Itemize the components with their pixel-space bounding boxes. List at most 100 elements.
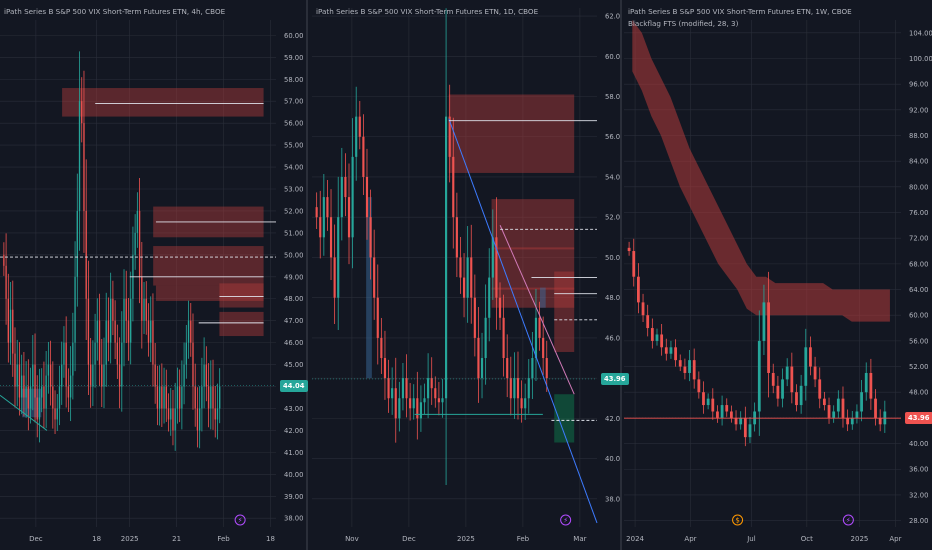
candle-body[interactable] xyxy=(678,360,682,367)
candle-body[interactable] xyxy=(89,364,92,387)
candle-body[interactable] xyxy=(874,398,877,418)
candle-body[interactable] xyxy=(61,364,63,387)
candle-body[interactable] xyxy=(776,385,780,399)
candle-body[interactable] xyxy=(711,398,715,412)
candle-body[interactable] xyxy=(430,378,433,389)
candle-body[interactable] xyxy=(646,315,650,329)
candle-body[interactable] xyxy=(130,298,132,343)
candle-body[interactable] xyxy=(387,378,390,399)
candle-body[interactable] xyxy=(534,317,538,359)
candle-body[interactable] xyxy=(333,257,336,298)
candle-body[interactable] xyxy=(531,358,534,379)
candle-body[interactable] xyxy=(23,375,25,398)
candle-body[interactable] xyxy=(437,398,440,403)
candle-body[interactable] xyxy=(172,408,174,431)
candle-body[interactable] xyxy=(65,342,67,387)
zone-box-red[interactable] xyxy=(62,88,264,117)
candle-body[interactable] xyxy=(163,386,165,409)
candle-body[interactable] xyxy=(121,342,123,387)
candle-body[interactable] xyxy=(154,364,156,387)
candle-body[interactable] xyxy=(781,379,784,399)
candle-body[interactable] xyxy=(688,360,691,373)
trendline[interactable] xyxy=(0,394,48,431)
candle-body[interactable] xyxy=(827,405,831,418)
candle-body[interactable] xyxy=(804,347,808,386)
candle-body[interactable] xyxy=(441,398,444,403)
candle-body[interactable] xyxy=(145,298,147,321)
candle-body[interactable] xyxy=(355,116,358,157)
candle-body[interactable] xyxy=(841,398,845,418)
candle-body[interactable] xyxy=(412,398,415,409)
candle-body[interactable] xyxy=(118,364,121,387)
candle-body[interactable] xyxy=(85,210,87,299)
candle-body[interactable] xyxy=(96,320,98,343)
candle-body[interactable] xyxy=(43,386,45,409)
candle-body[interactable] xyxy=(683,366,687,373)
pane-separator[interactable] xyxy=(306,0,308,550)
candle-body[interactable] xyxy=(809,347,812,367)
candle-body[interactable] xyxy=(434,388,437,399)
candle-body[interactable] xyxy=(340,176,343,218)
candle-body[interactable] xyxy=(473,297,476,338)
candle-body[interactable] xyxy=(720,405,724,418)
candle-body[interactable] xyxy=(725,405,729,412)
candle-body[interactable] xyxy=(138,210,141,277)
candle-body[interactable] xyxy=(47,364,50,376)
candle-body[interactable] xyxy=(210,386,212,409)
zone-box-blue[interactable] xyxy=(22,388,42,418)
zone-box-red[interactable] xyxy=(448,94,575,173)
candle-body[interactable] xyxy=(74,276,76,343)
zone-box-red[interactable] xyxy=(219,283,264,308)
candle-body[interactable] xyxy=(697,379,701,393)
candle-body[interactable] xyxy=(326,197,329,218)
zone-box-red[interactable] xyxy=(491,199,575,250)
candle-body[interactable] xyxy=(757,340,761,412)
candle-body[interactable] xyxy=(150,320,152,343)
candle-body[interactable] xyxy=(5,265,7,299)
candle-body[interactable] xyxy=(650,328,654,341)
candle-body[interactable] xyxy=(49,364,52,387)
candle-body[interactable] xyxy=(125,298,127,321)
candle-body[interactable] xyxy=(869,372,873,399)
zone-box-blue[interactable] xyxy=(366,197,372,379)
candle-body[interactable] xyxy=(674,347,677,361)
candle-body[interactable] xyxy=(452,156,455,218)
candle-body[interactable] xyxy=(161,386,163,409)
candle-body[interactable] xyxy=(170,408,172,420)
chart-pane-1w[interactable]: iPath Series B S&P 500 VIX Short-Term Fu… xyxy=(624,0,932,550)
candle-body[interactable] xyxy=(181,386,183,409)
candle-body[interactable] xyxy=(445,116,448,399)
candle-body[interactable] xyxy=(3,254,5,266)
candle-body[interactable] xyxy=(506,358,509,379)
candle-body[interactable] xyxy=(315,207,318,218)
candle-body[interactable] xyxy=(527,378,530,399)
candle-body[interactable] xyxy=(58,386,61,409)
trendline[interactable] xyxy=(499,225,575,395)
candle-body[interactable] xyxy=(462,277,466,298)
candle-body[interactable] xyxy=(72,342,74,376)
candle-body[interactable] xyxy=(176,386,179,409)
chart-svg-1d[interactable]: 38.0040.0042.0044.0046.0048.0050.0052.00… xyxy=(312,0,620,550)
candle-body[interactable] xyxy=(116,342,119,365)
candle-body[interactable] xyxy=(190,320,192,343)
candle-body[interactable] xyxy=(105,320,107,365)
candle-body[interactable] xyxy=(203,364,205,387)
candle-body[interactable] xyxy=(545,358,548,379)
candle-body[interactable] xyxy=(110,298,112,343)
candle-body[interactable] xyxy=(391,388,394,399)
lightning-icon[interactable] xyxy=(842,514,854,526)
zone-box-red[interactable] xyxy=(153,246,264,286)
candle-body[interactable] xyxy=(480,358,484,379)
zone-box-blue[interactable] xyxy=(540,287,546,308)
pane-separator[interactable] xyxy=(620,0,622,550)
candle-body[interactable] xyxy=(405,378,408,399)
candle-body[interactable] xyxy=(416,398,419,419)
candle-body[interactable] xyxy=(743,417,747,438)
chart-pane-1d[interactable]: iPath Series B S&P 500 VIX Short-Term Fu… xyxy=(312,0,629,550)
candle-body[interactable] xyxy=(636,276,640,303)
candle-body[interactable] xyxy=(664,347,668,354)
candle-body[interactable] xyxy=(198,408,201,431)
candle-body[interactable] xyxy=(790,366,794,393)
candle-body[interactable] xyxy=(502,317,505,359)
candle-body[interactable] xyxy=(27,386,30,409)
